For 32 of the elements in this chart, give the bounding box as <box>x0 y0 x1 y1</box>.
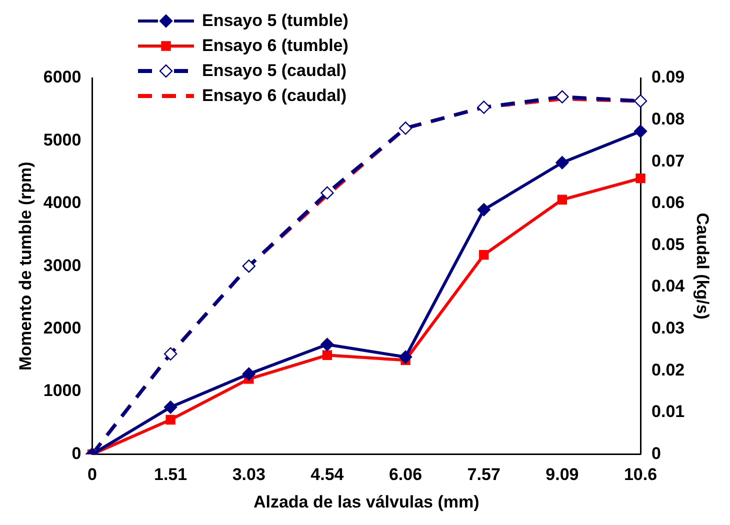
legend-label: Ensayo 6 (caudal) <box>202 86 347 106</box>
y2-tick-label: 0.05 <box>652 234 685 254</box>
x-tick-label: 9.09 <box>546 465 579 484</box>
y2-tick-label: 0.09 <box>652 68 685 87</box>
x-axis-title: Alzada de las válvulas (mm) <box>253 492 480 512</box>
y-tick-label: 1000 <box>43 381 82 400</box>
y-tick-label: 3000 <box>43 256 82 275</box>
y-tick-label: 6000 <box>43 68 82 87</box>
y-tick-label: 2000 <box>43 318 82 338</box>
y2-tick-label: 0.02 <box>652 360 685 380</box>
x-tick-label: 6.06 <box>388 465 422 484</box>
y-tick-label: 0 <box>72 444 82 463</box>
y2-tick-label: 0.08 <box>652 109 685 128</box>
x-tick-label: 10.6 <box>624 465 658 484</box>
y2-tick-label: 0.03 <box>652 318 685 338</box>
x-tick-label: 7.57 <box>467 465 500 484</box>
y2-tick-label: 0.04 <box>652 276 686 296</box>
x-tick-label: 4.54 <box>310 465 344 484</box>
x-tick-label: 1.51 <box>154 465 188 484</box>
y2-tick-label: 0.01 <box>652 402 685 422</box>
x-tick-label: 0 <box>87 465 97 484</box>
x-tick-label: 3.03 <box>232 465 266 484</box>
legend-label: Ensayo 5 (caudal) <box>202 60 347 80</box>
y-tick-label: 4000 <box>43 193 82 212</box>
y2-tick-label: 0.07 <box>652 151 685 170</box>
y2-tick-label: 0 <box>652 444 661 463</box>
legend-label: Ensayo 5 (tumble) <box>202 10 348 30</box>
y2-axis-title: Caudal (kg/s) <box>693 212 712 320</box>
y-axis-title: Momento de tumble (rpm) <box>16 162 35 370</box>
legend-label: Ensayo 6 (tumble) <box>202 36 348 56</box>
y2-tick-label: 0.06 <box>652 193 685 212</box>
y-tick-label: 5000 <box>43 130 82 150</box>
